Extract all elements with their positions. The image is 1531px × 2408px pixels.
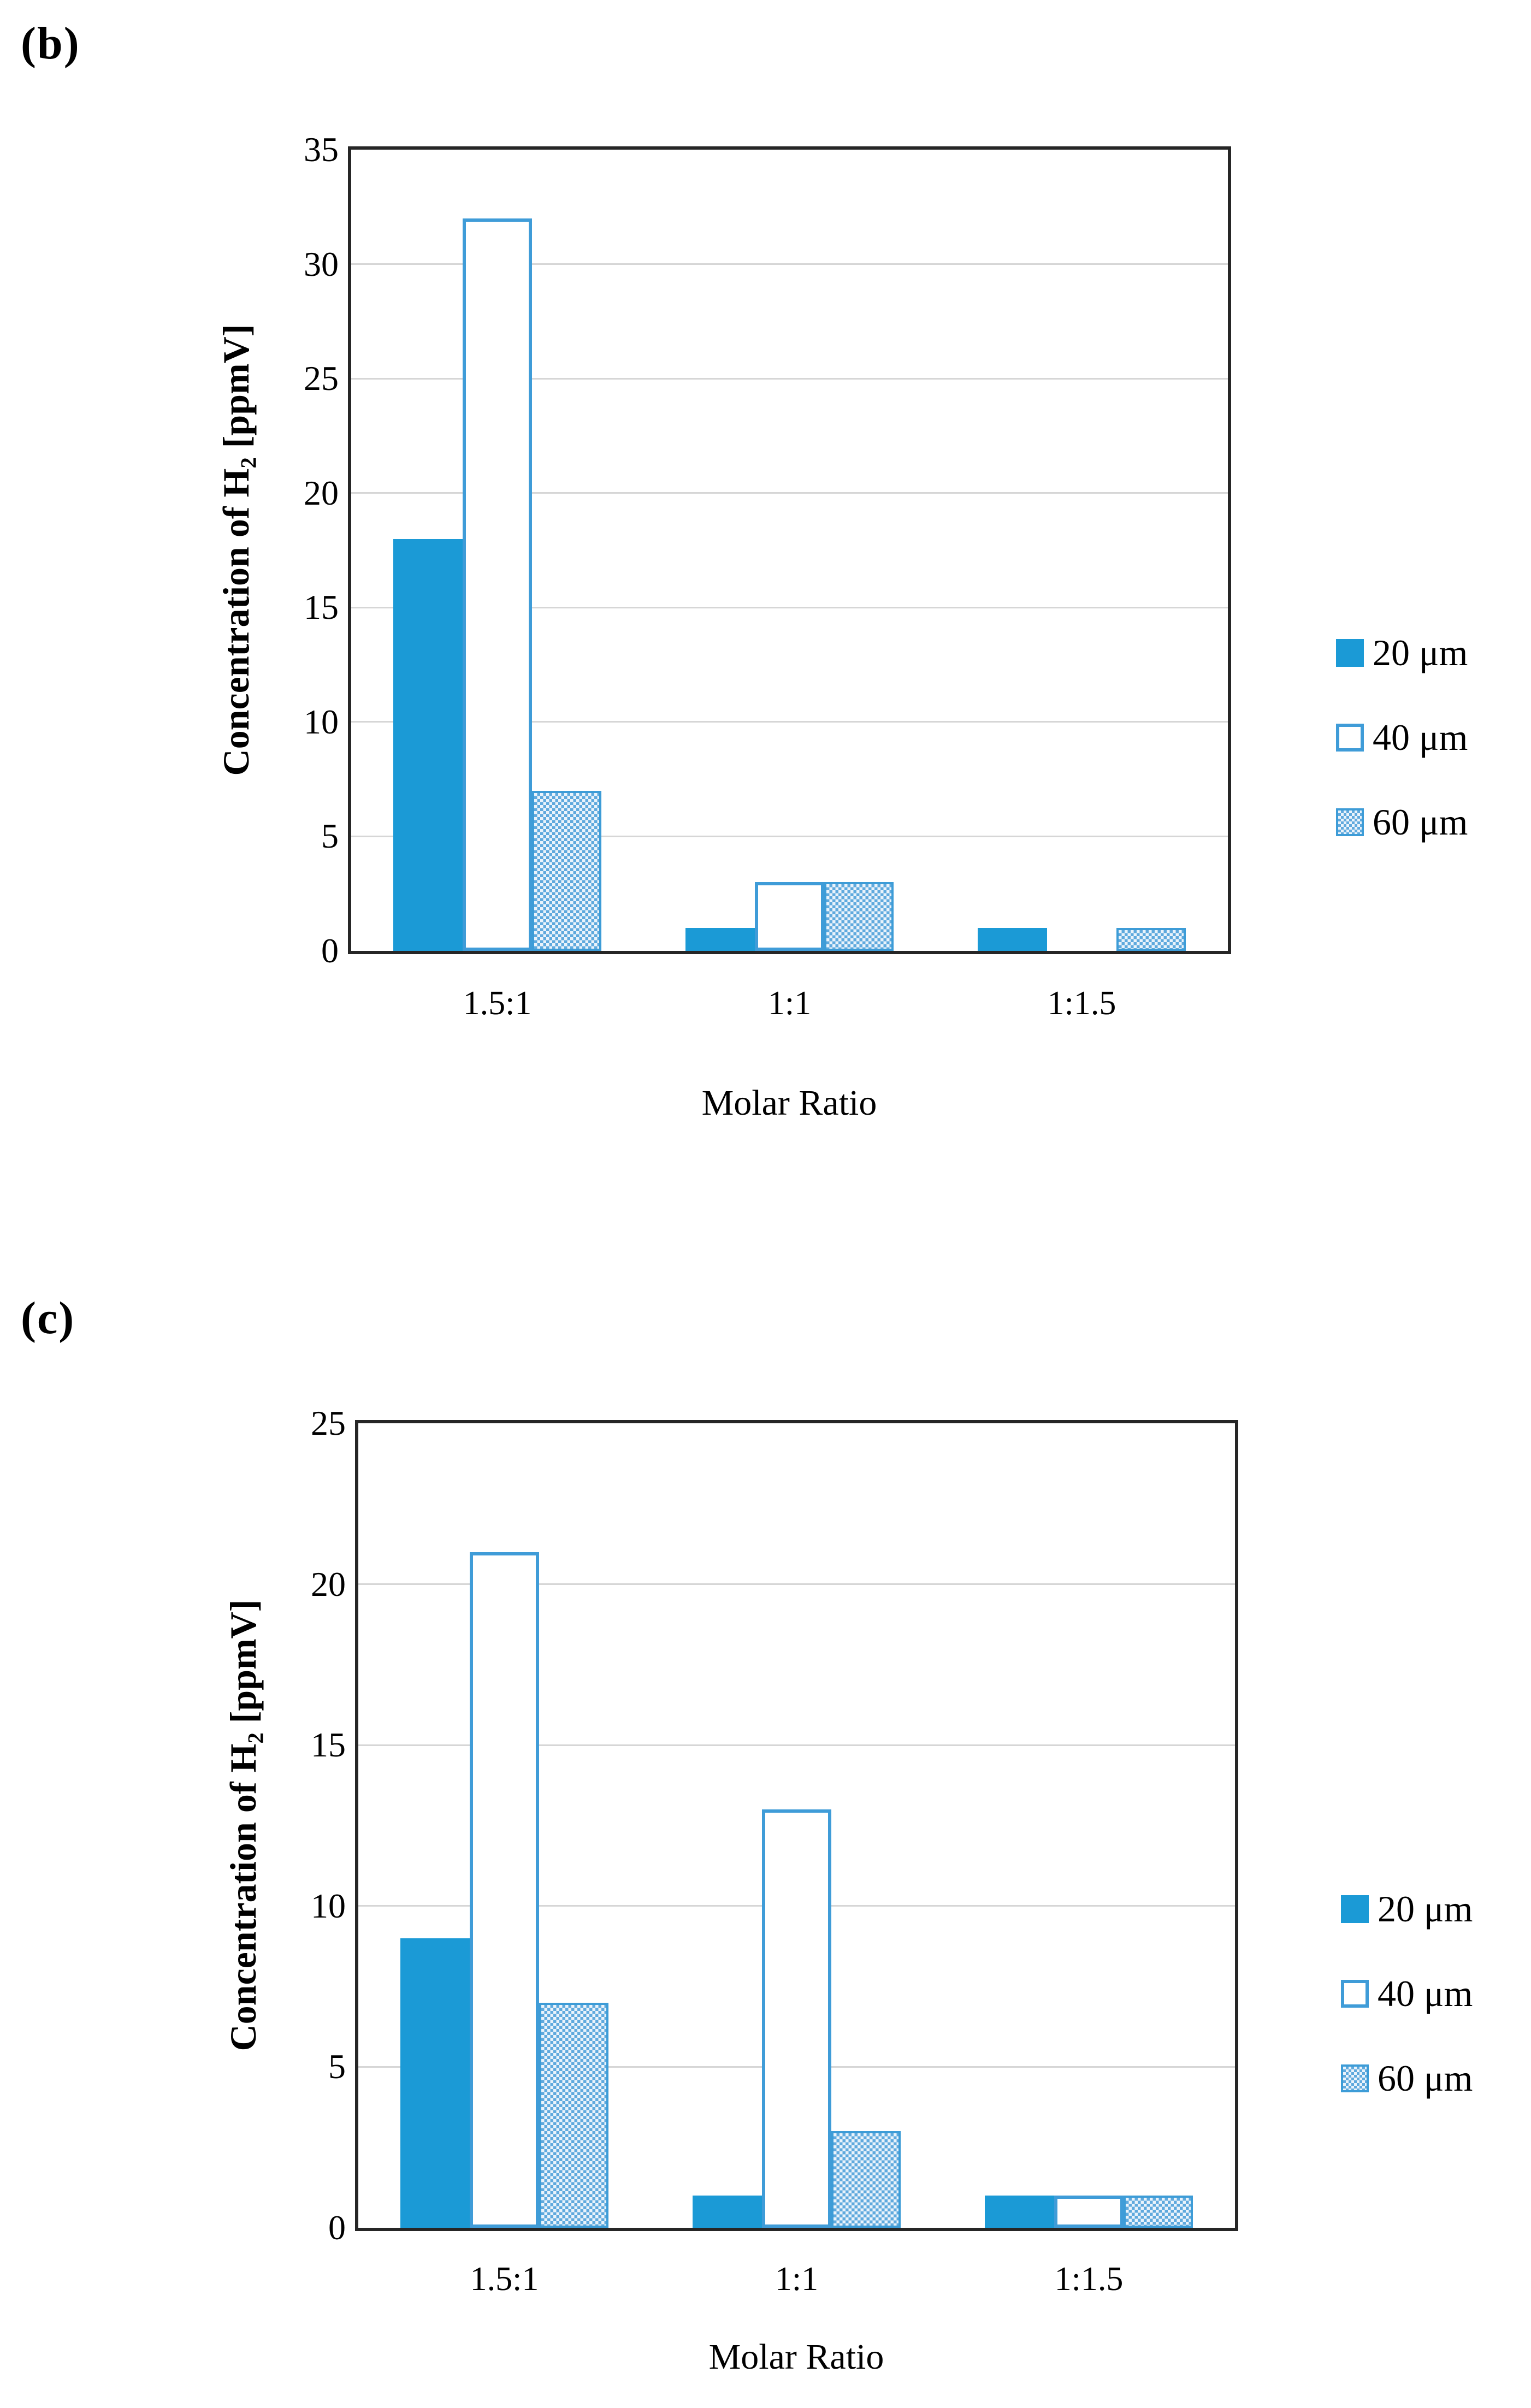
legend-swatch-solid-icon <box>1341 1895 1369 1923</box>
x-tick-label-1-1-b: 1:1 <box>767 985 812 1022</box>
legend-item-40-m-c: 40 μm <box>1341 1969 1473 2018</box>
bar-40-m-1-5-1-b <box>463 218 532 951</box>
bar-60-m-1-1-c <box>831 2131 901 2228</box>
panel-label-b: (b) <box>21 18 80 69</box>
bar-40-m-1-5-1-c <box>470 1552 539 2228</box>
x-tick-label-1-1-c: 1:1 <box>775 2261 819 2298</box>
gridline-b-15 <box>351 606 1228 608</box>
y-tick-label-c-10: 10 <box>311 1886 346 1925</box>
legend-swatch-outline-icon <box>1336 723 1364 752</box>
y-tick-label-b-15: 15 <box>304 588 339 627</box>
x-tick-label-1-5-1-b: 1.5:1 <box>463 985 532 1022</box>
y-tick-label-c-25: 25 <box>311 1404 346 1442</box>
y-tick-label-b-10: 10 <box>304 702 339 741</box>
legend-label-60-m: 60 μm <box>1378 2057 1473 2099</box>
gridline-b-5 <box>351 835 1228 837</box>
legend-item-40-m-b: 40 μm <box>1336 713 1468 762</box>
y-tick-label-c-15: 15 <box>311 1725 346 1765</box>
legend-item-60-m-c: 60 μm <box>1341 2054 1473 2103</box>
legend-item-20-m-c: 20 μm <box>1341 1884 1473 1933</box>
y-tick-label-c-0: 0 <box>328 2208 346 2247</box>
legend-label-40-m: 40 μm <box>1378 1973 1473 2014</box>
legend-swatch-solid-icon <box>1336 638 1364 667</box>
x-axis-title-b: Molar Ratio <box>701 1083 877 1123</box>
x-tick-label-1-1-5-b: 1:1.5 <box>1047 985 1116 1022</box>
gridline-b-10 <box>351 721 1228 723</box>
plot-area-b <box>348 146 1231 954</box>
x-tick-label-1-1-5-c: 1:1.5 <box>1054 2261 1124 2298</box>
bar-20-m-1-1-5-c <box>985 2196 1054 2228</box>
bar-60-m-1-1-5-b <box>1116 928 1186 951</box>
bar-20-m-1-1-c <box>693 2196 762 2228</box>
plot-area-c <box>355 1420 1238 2231</box>
gridline-b-30 <box>351 263 1228 265</box>
y-axis-title-c: Concentration of H₂ [ppmV] <box>222 1599 264 2051</box>
y-tick-label-c-5: 5 <box>328 2047 346 2086</box>
y-tick-label-c-20: 20 <box>311 1564 346 1604</box>
y-tick-label-b-5: 5 <box>321 817 339 856</box>
legend-swatch-hatch-icon <box>1336 808 1364 836</box>
legend-label-60-m: 60 μm <box>1373 801 1468 843</box>
bar-40-m-1-1-c <box>762 1809 831 2228</box>
bar-40-m-1-1-b <box>755 882 824 951</box>
legend-swatch-hatch-icon <box>1341 2064 1369 2092</box>
gridline-c-15 <box>358 1744 1235 1746</box>
gridline-c-20 <box>358 1583 1235 1585</box>
legend-label-20-m: 20 μm <box>1378 1888 1473 1930</box>
bar-60-m-1-5-1-c <box>539 2003 608 2228</box>
legend-label-40-m: 40 μm <box>1373 717 1468 758</box>
y-tick-label-b-20: 20 <box>304 473 339 512</box>
y-tick-label-b-30: 30 <box>304 244 339 283</box>
bar-20-m-1-1-b <box>685 928 755 951</box>
y-tick-label-b-25: 25 <box>304 359 339 398</box>
bar-60-m-1-5-1-b <box>532 791 601 951</box>
legend-item-20-m-b: 20 μm <box>1336 628 1468 677</box>
y-tick-label-b-0: 0 <box>321 931 339 970</box>
bar-20-m-1-5-1-c <box>400 1938 470 2228</box>
legend-swatch-outline-icon <box>1341 1979 1369 2008</box>
y-tick-label-b-35: 35 <box>304 130 339 169</box>
bar-40-m-1-1-5-c <box>1054 2196 1124 2228</box>
x-axis-title-c: Molar Ratio <box>708 2337 884 2377</box>
bar-60-m-1-1-b <box>824 882 894 951</box>
panel-label-c: (c) <box>21 1293 75 1344</box>
gridline-b-20 <box>351 492 1228 494</box>
legend-label-20-m: 20 μm <box>1373 632 1468 673</box>
gridline-b-25 <box>351 377 1228 380</box>
x-tick-label-1-5-1-c: 1.5:1 <box>470 2261 539 2298</box>
legend-item-60-m-b: 60 μm <box>1336 797 1468 847</box>
bar-60-m-1-1-5-c <box>1124 2196 1193 2228</box>
bar-20-m-1-1-5-b <box>978 928 1047 951</box>
bar-20-m-1-5-1-b <box>393 539 463 951</box>
